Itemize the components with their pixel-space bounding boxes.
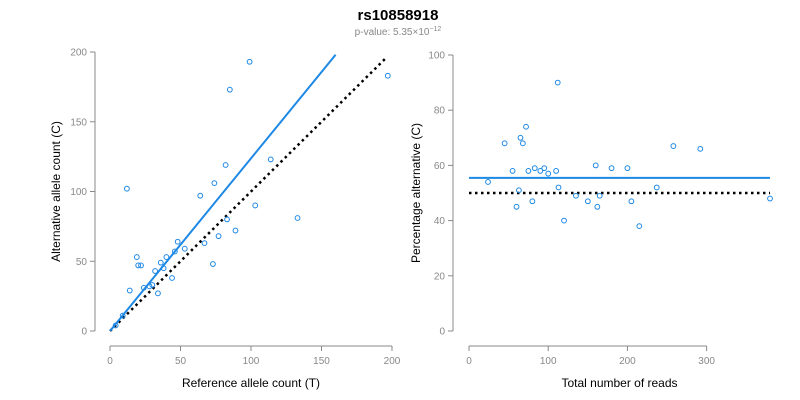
data-point <box>384 72 391 79</box>
data-point <box>697 145 704 152</box>
data-point <box>155 290 161 297</box>
x-tick-label: 50 <box>175 356 187 367</box>
y-tick-label: 40 <box>434 216 446 227</box>
data-point <box>767 195 773 202</box>
left-panel: 0 50 100 150 200 0 50 100 150 200 Reference allele… <box>49 48 401 391</box>
data-point <box>119 312 126 319</box>
data-point <box>529 198 536 205</box>
x-tick-label: 100 <box>540 356 557 367</box>
data-point <box>157 259 164 266</box>
y-tick-label: 80 <box>434 106 446 117</box>
data-point <box>215 233 222 240</box>
data-point <box>152 268 159 274</box>
data-point <box>133 254 140 260</box>
data-point <box>126 287 133 294</box>
subtitle-exponent: −12 <box>429 26 441 33</box>
data-point <box>531 165 538 172</box>
data-point <box>210 261 216 267</box>
data-point <box>628 198 635 205</box>
data-point <box>232 227 239 234</box>
data-point <box>513 203 520 210</box>
data-point <box>523 123 529 130</box>
data-point <box>670 143 677 149</box>
data-point <box>636 223 643 230</box>
data-point <box>509 168 516 174</box>
y-tick-label: 0 <box>81 327 87 338</box>
data-point <box>267 156 274 163</box>
chart-subtitle: p-value: 5.35×10−12 <box>355 26 442 38</box>
x-axis-label: Total number of reads <box>561 376 677 390</box>
data-point <box>169 275 175 281</box>
data-point <box>224 216 230 223</box>
data-point <box>608 165 615 172</box>
data-point <box>171 248 178 255</box>
data-point <box>160 265 167 272</box>
y-tick-label: 20 <box>434 271 446 282</box>
y-tick-label: 100 <box>428 51 445 62</box>
y-tick-label: 50 <box>76 257 88 268</box>
y-tick-label: 150 <box>70 117 87 128</box>
data-point <box>596 192 603 199</box>
data-point <box>594 203 601 210</box>
x-tick-label: 0 <box>107 356 113 367</box>
data-point <box>545 170 552 177</box>
y-tick-label: 200 <box>70 48 87 59</box>
y-axis-label: Alternative allele count (C) <box>49 121 63 262</box>
data-point <box>517 134 524 141</box>
data-point <box>246 58 253 65</box>
expected-line <box>109 56 388 332</box>
fit-line <box>109 54 337 332</box>
data-point <box>181 245 188 252</box>
data-point <box>525 168 532 174</box>
data-point <box>112 322 119 329</box>
data-point <box>138 262 144 269</box>
data-point <box>584 198 591 205</box>
data-point <box>561 217 567 224</box>
y-tick-label: 60 <box>434 161 446 172</box>
x-tick-label: 300 <box>698 356 715 367</box>
data-point <box>174 238 181 245</box>
data-point <box>140 284 147 291</box>
data-point <box>135 262 142 269</box>
data-point <box>485 179 491 185</box>
data-point <box>519 140 526 147</box>
y-tick-label: 0 <box>439 327 445 338</box>
data-point <box>226 86 233 93</box>
data-point <box>163 254 170 260</box>
x-tick-label: 150 <box>313 356 330 367</box>
right-panel: 0 100 200 300 0 20 40 60 80 100 Total number of re… <box>409 51 773 390</box>
data-point <box>554 79 561 86</box>
data-point <box>197 192 204 199</box>
data-point <box>553 168 560 174</box>
data-point <box>501 140 508 147</box>
data-point <box>555 184 562 191</box>
y-tick-label: 100 <box>70 187 87 198</box>
y-axis-label: Percentage alternative (C) <box>409 123 423 263</box>
data-point <box>222 162 229 168</box>
data-point <box>294 215 301 221</box>
data-point <box>211 180 218 187</box>
data-point <box>624 165 631 172</box>
data-point <box>653 184 660 191</box>
x-tick-label: 200 <box>384 356 401 367</box>
data-point <box>252 202 259 209</box>
subtitle-prefix: p-value: 5.35×10 <box>355 27 430 38</box>
x-tick-label: 100 <box>243 356 260 367</box>
data-point <box>592 162 599 169</box>
chart-title: rs10858918 <box>358 7 439 24</box>
x-tick-label: 0 <box>466 356 472 367</box>
data-point <box>516 187 522 194</box>
data-point <box>146 283 153 290</box>
data-point <box>124 185 130 192</box>
x-axis-label: Reference allele count (T) <box>182 376 320 390</box>
data-point <box>537 168 544 174</box>
data-point <box>541 165 548 172</box>
x-tick-label: 200 <box>619 356 636 367</box>
data-point <box>201 240 208 247</box>
data-point <box>573 192 579 199</box>
data-point <box>149 282 156 288</box>
